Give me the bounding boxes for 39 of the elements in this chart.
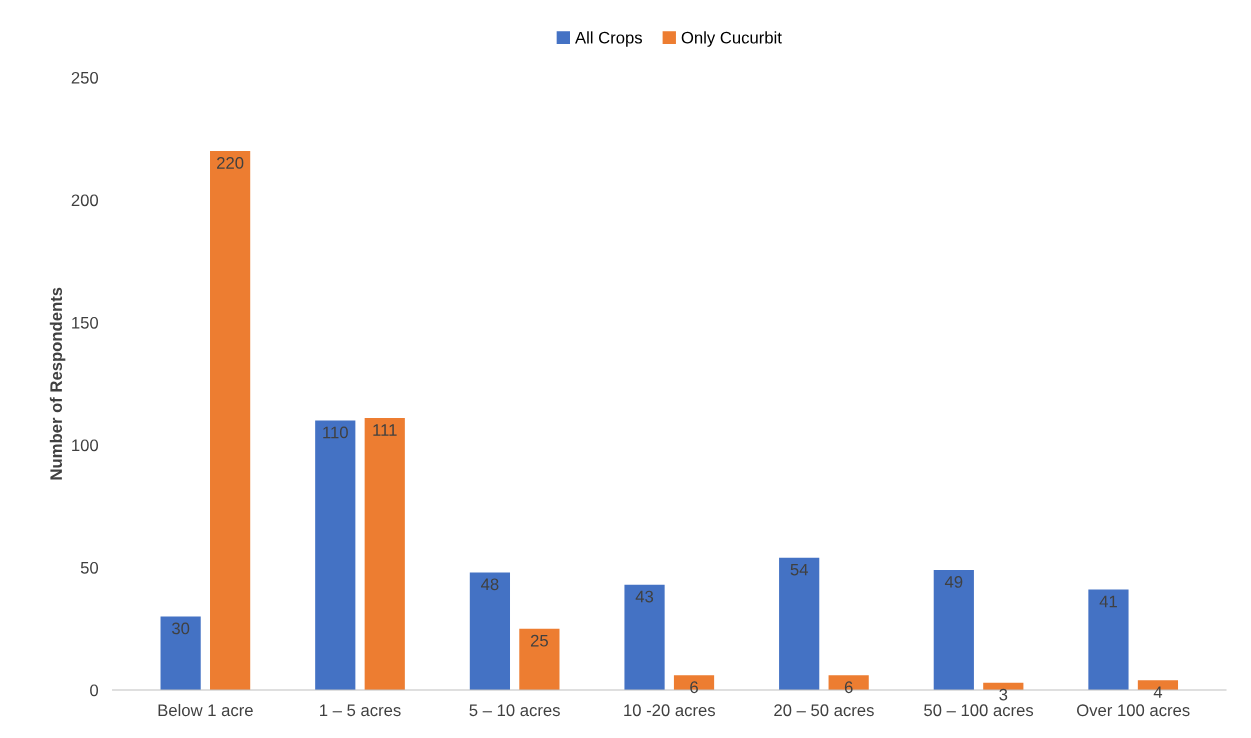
x-tick-label: 10 -20 acres [624, 704, 716, 717]
bar [779, 557, 820, 691]
bar [828, 675, 869, 691]
data-label: 25 [530, 634, 548, 647]
x-tick-label: 5 – 10 acres [469, 704, 560, 717]
x-tick-label: Below 1 acre [158, 703, 253, 717]
legend-label: All Crops [575, 31, 643, 47]
bar [364, 418, 405, 691]
bar [210, 150, 251, 691]
y-tick-label: 50 [80, 561, 99, 574]
bar [315, 420, 356, 691]
data-label: 30 [172, 622, 190, 635]
legend-label: Only Cucurbit [681, 31, 782, 47]
x-tick-label: 50 – 100 acres [924, 704, 1034, 717]
data-label: 110 [323, 426, 348, 439]
y-tick-label: 100 [72, 439, 99, 452]
data-label: 3 [999, 688, 1008, 701]
x-tick-label: 20 – 50 acres [774, 704, 874, 717]
bar [519, 628, 560, 691]
data-label: 220 [217, 156, 244, 169]
data-label: 49 [944, 575, 963, 588]
bar [624, 584, 665, 691]
y-tick-label: 200 [71, 194, 99, 207]
bar [1088, 589, 1129, 691]
data-label: 48 [481, 578, 499, 591]
x-tick-label: 1 – 5 acres [320, 704, 401, 717]
bar [160, 616, 201, 691]
y-tick-label: 150 [72, 316, 99, 329]
data-label: 41 [1099, 595, 1117, 608]
data-label: 111 [373, 424, 397, 436]
data-label: 54 [790, 563, 808, 576]
y-tick-label: 250 [71, 71, 99, 84]
bar [673, 675, 715, 691]
y-axis-title: Number of Respondents [49, 287, 66, 480]
data-label: 43 [635, 590, 654, 603]
x-tick-label: Over 100 acres [1077, 704, 1190, 717]
y-tick-label: 0 [90, 684, 99, 697]
bar [933, 569, 974, 691]
bar [469, 572, 511, 691]
